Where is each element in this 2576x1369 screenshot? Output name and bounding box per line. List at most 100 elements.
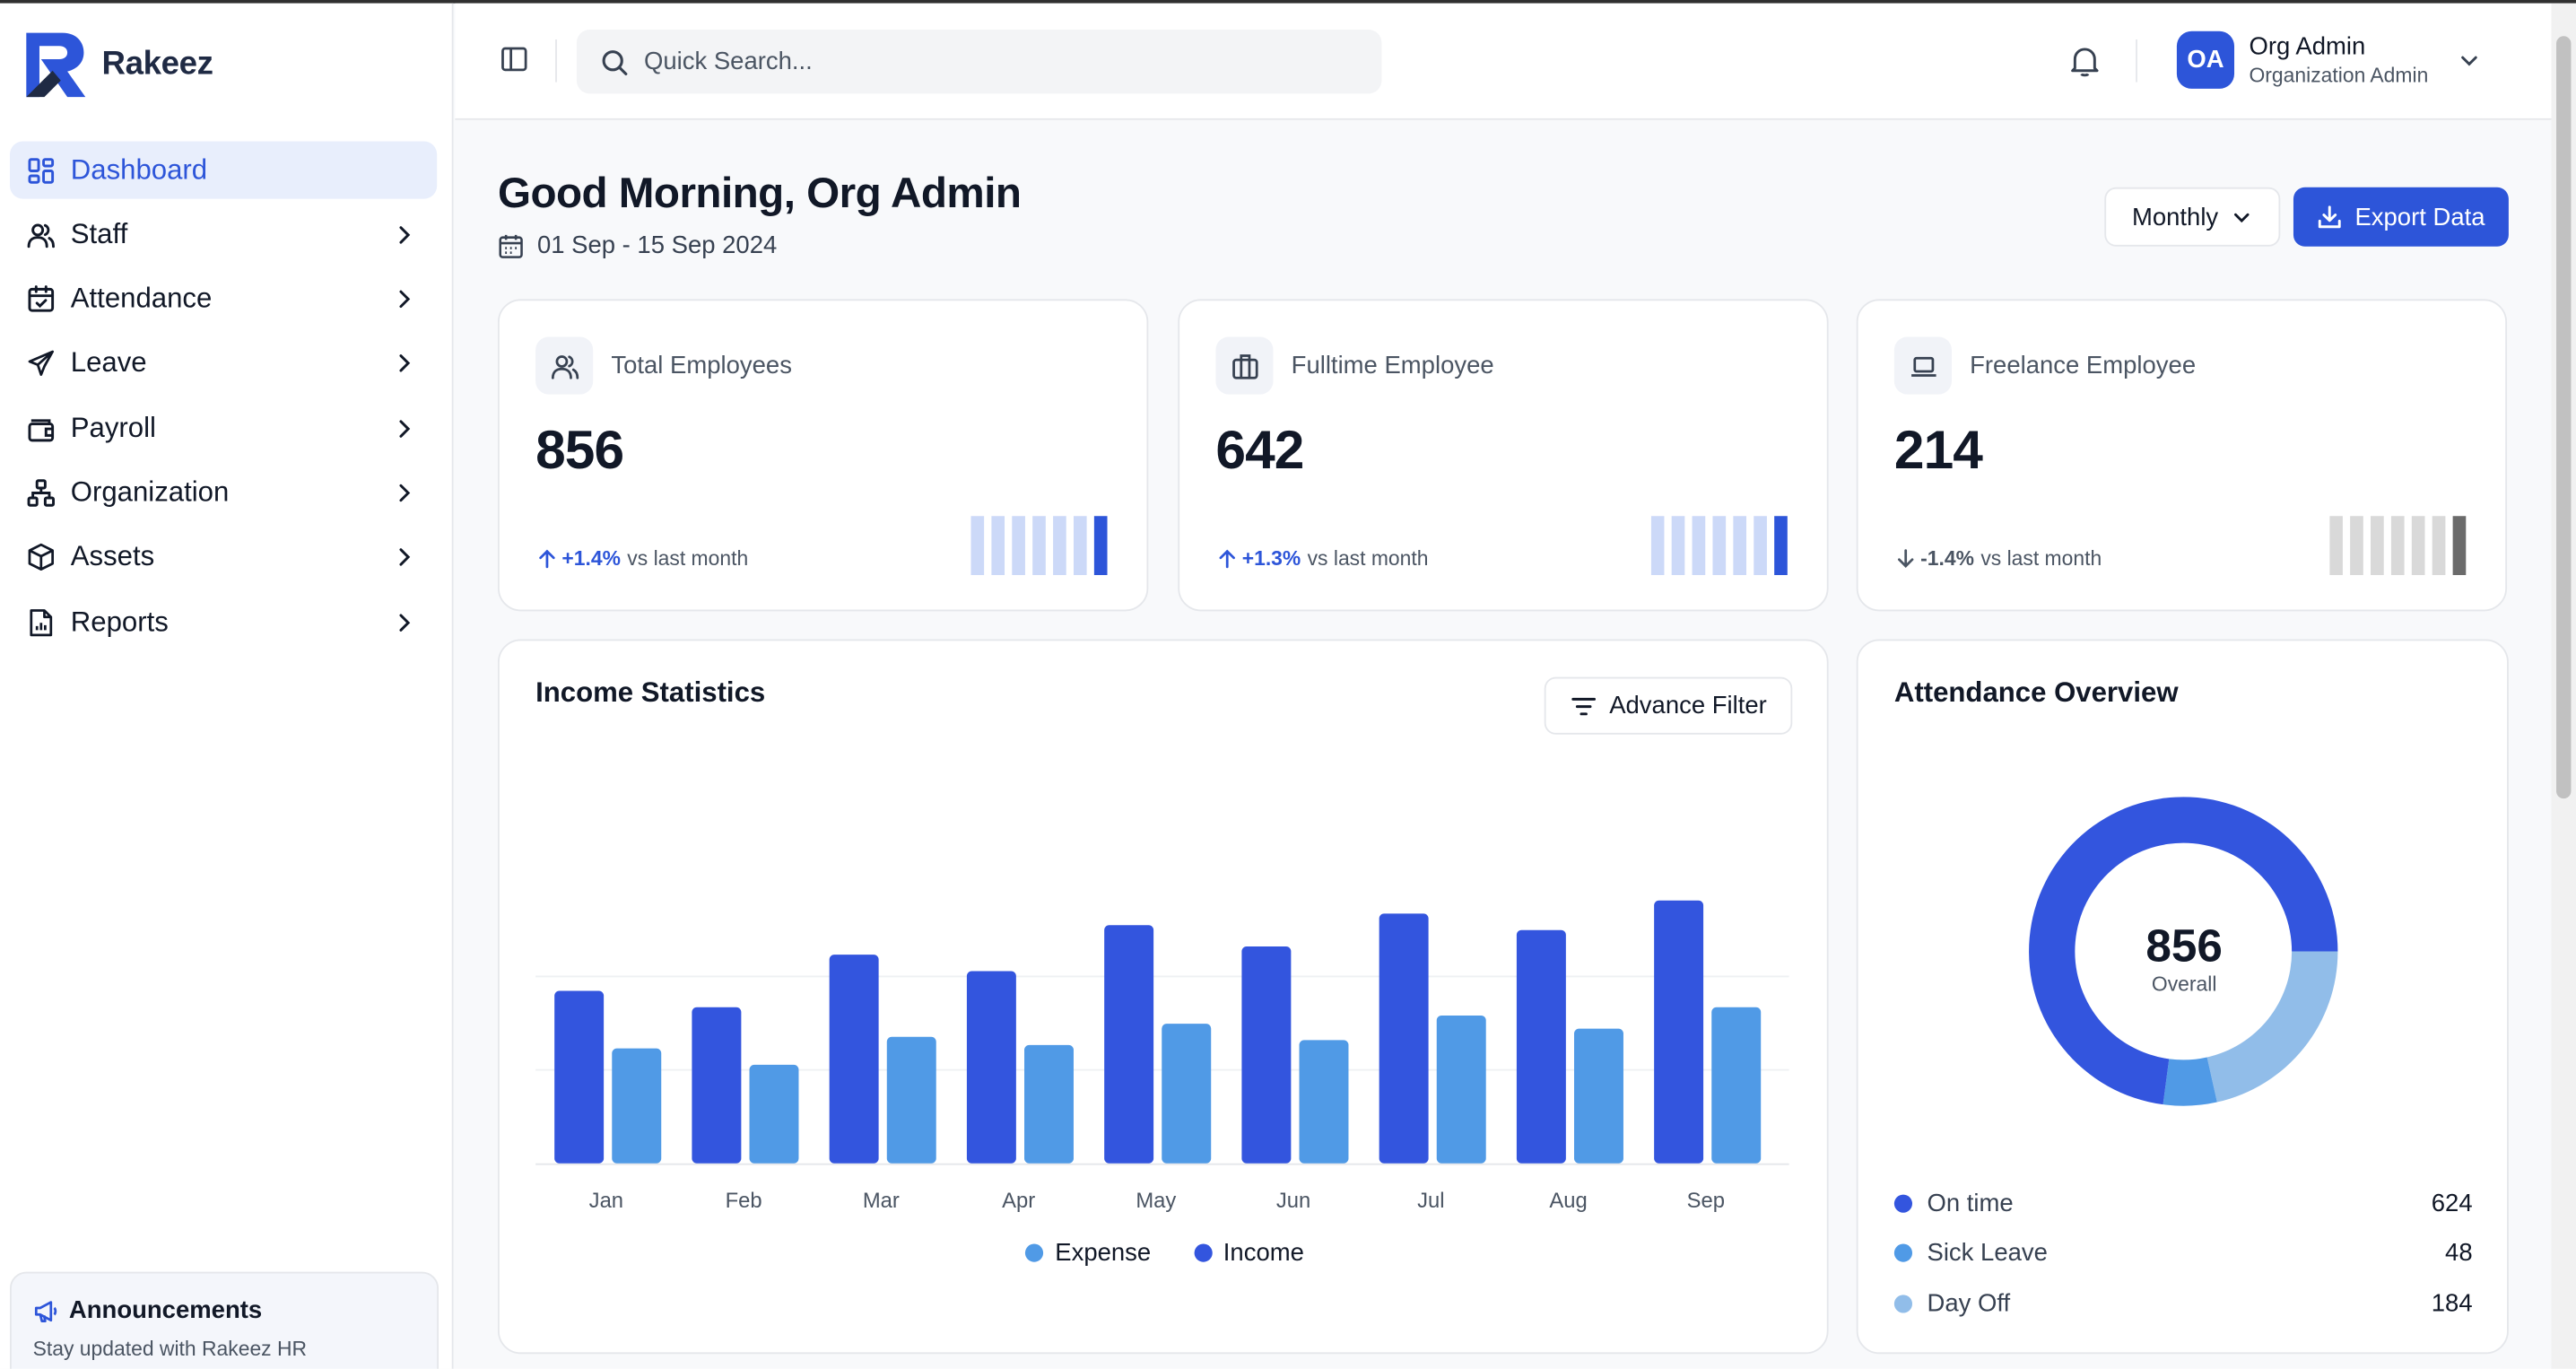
stat-change-value: -1.4% <box>1920 546 1974 571</box>
bar-expense[interactable] <box>612 1048 662 1164</box>
arrow-up-icon <box>1219 549 1235 569</box>
announcements-card[interactable]: Announcements Stay updated with Rakeez H… <box>9 1271 439 1369</box>
user-menu[interactable]: OA Org Admin Organization Admin <box>2176 31 2481 89</box>
bar-income[interactable] <box>554 990 605 1164</box>
x-tick-label: Feb <box>726 1189 762 1213</box>
search-input[interactable] <box>643 48 1301 76</box>
income-statistics-title: Income Statistics <box>535 676 766 709</box>
briefcase-icon <box>1215 336 1274 395</box>
divider <box>2136 39 2137 83</box>
sidebar-item-organization[interactable]: Organization <box>10 464 437 521</box>
chart-legend: Expense Income <box>500 1239 1831 1267</box>
scrollbar-thumb[interactable] <box>2556 36 2572 799</box>
stat-label: Freelance Employee <box>1970 351 2197 380</box>
avatar: OA <box>2176 31 2235 89</box>
scrollbar[interactable] <box>2551 3 2576 1369</box>
user-name: Org Admin <box>2249 32 2366 61</box>
legend-dot <box>1893 1244 1913 1263</box>
stat-card-freelance-employee: Freelance Employee 214 -1.4% vs last mon… <box>1856 299 2508 612</box>
laptop-icon <box>1893 336 1952 395</box>
sidebar-item-leave[interactable]: Leave <box>10 335 437 392</box>
attendance-overview-card: Attendance Overview 856 Overall On time … <box>1856 639 2509 1355</box>
attendance-donut-chart <box>2029 797 2338 1106</box>
search-bar[interactable] <box>576 29 1382 94</box>
bar-expense[interactable] <box>1162 1024 1212 1164</box>
bell-icon[interactable] <box>2067 43 2102 79</box>
donut-total-label: Overall <box>2151 972 2217 996</box>
chevron-right-icon <box>399 484 411 502</box>
bar-income[interactable] <box>966 971 1016 1164</box>
advance-filter-label: Advance Filter <box>1609 692 1767 720</box>
donut-total: 856 <box>2145 920 2223 972</box>
donut-slice[interactable] <box>2029 797 2338 1105</box>
legend-dot <box>1025 1243 1044 1262</box>
export-data-label: Export Data <box>2354 203 2485 231</box>
plane-icon <box>26 349 56 379</box>
filter-icon <box>1571 696 1596 715</box>
advance-filter-button[interactable]: Advance Filter <box>1544 676 1793 735</box>
sidebar-item-label: Payroll <box>70 412 156 443</box>
donut-slice[interactable] <box>2206 951 2338 1103</box>
dashboard-icon <box>26 155 56 185</box>
attendance-value: 624 <box>2431 1189 2473 1217</box>
bar-income[interactable] <box>1241 946 1292 1164</box>
bar-expense[interactable] <box>1436 1015 1486 1164</box>
stat-change: +1.4% vs last month <box>537 547 748 571</box>
stat-change-suffix: vs last month <box>627 546 749 571</box>
bar-expense[interactable] <box>886 1036 936 1164</box>
export-data-button[interactable]: Export Data <box>2293 187 2509 247</box>
bar-income[interactable] <box>829 955 879 1164</box>
download-icon <box>2319 205 2342 229</box>
attendance-row-on-time: On time 624 <box>1893 1178 2473 1228</box>
income-statistics-card: Income Statistics Advance Filter Jan Feb M… <box>497 639 1831 1355</box>
stat-change-value: +1.3% <box>1241 546 1301 571</box>
stat-change: +1.3% vs last month <box>1217 547 1428 571</box>
bar-expense[interactable] <box>1711 1007 1762 1164</box>
topbar: OA Org Admin Organization Admin <box>455 3 2552 120</box>
bar-income[interactable] <box>1654 900 1704 1164</box>
megaphone-icon <box>34 1300 57 1322</box>
sidebar-item-reports[interactable]: Reports <box>10 593 437 650</box>
bar-income[interactable] <box>1104 925 1154 1164</box>
legend-item-expense[interactable]: Expense <box>1025 1239 1151 1267</box>
stat-change: -1.4% vs last month <box>1896 547 2102 571</box>
brand[interactable]: Rakeez <box>23 30 213 99</box>
period-select[interactable]: Monthly <box>2104 187 2281 247</box>
bar-income[interactable] <box>692 1007 742 1164</box>
x-tick-label: Jun <box>1276 1189 1310 1213</box>
sidebar-item-staff[interactable]: Staff <box>10 205 437 263</box>
stat-change-suffix: vs last month <box>1307 546 1429 571</box>
sidebar-item-dashboard[interactable]: Dashboard <box>9 141 438 199</box>
sidebar-item-label: Attendance <box>70 283 213 315</box>
donut-slice[interactable] <box>2163 1057 2217 1106</box>
sidebar-item-label: Reports <box>70 606 169 637</box>
bar-expense[interactable] <box>1299 1040 1349 1164</box>
announcements-title: Announcements <box>68 1296 263 1325</box>
x-tick-label: May <box>1136 1189 1176 1213</box>
attendance-label: Sick Leave <box>1927 1239 2048 1268</box>
bar-expense[interactable] <box>1574 1028 1623 1164</box>
sidebar-item-assets[interactable]: Assets <box>10 528 437 586</box>
search-icon <box>602 49 628 75</box>
stat-card-fulltime-employee: Fulltime Employee 642 +1.3% vs last mont… <box>1178 299 1829 612</box>
bar-income[interactable] <box>1516 929 1566 1164</box>
x-tick-label: Mar <box>863 1189 900 1213</box>
stat-label: Total Employees <box>611 351 792 380</box>
sidebar-item-label: Assets <box>70 541 155 572</box>
users-icon <box>535 336 594 395</box>
sidebar-item-payroll[interactable]: Payroll <box>10 399 437 457</box>
chevron-right-icon <box>399 613 411 632</box>
legend-item-income[interactable]: Income <box>1193 1239 1304 1267</box>
bar-expense[interactable] <box>1024 1044 1074 1164</box>
arrow-down-icon <box>1897 549 1914 568</box>
chevron-right-icon <box>399 225 411 244</box>
sidebar-toggle-icon[interactable] <box>498 43 531 76</box>
arrow-up-icon <box>539 549 555 569</box>
x-tick-label: Aug <box>1549 1189 1587 1213</box>
sidebar-item-attendance[interactable]: Attendance <box>10 270 437 327</box>
sidebar-item-label: Staff <box>70 218 128 250</box>
bar-income[interactable] <box>1379 913 1429 1164</box>
chevron-down-icon <box>2234 212 2250 222</box>
report-icon <box>26 607 56 637</box>
bar-expense[interactable] <box>749 1064 799 1164</box>
